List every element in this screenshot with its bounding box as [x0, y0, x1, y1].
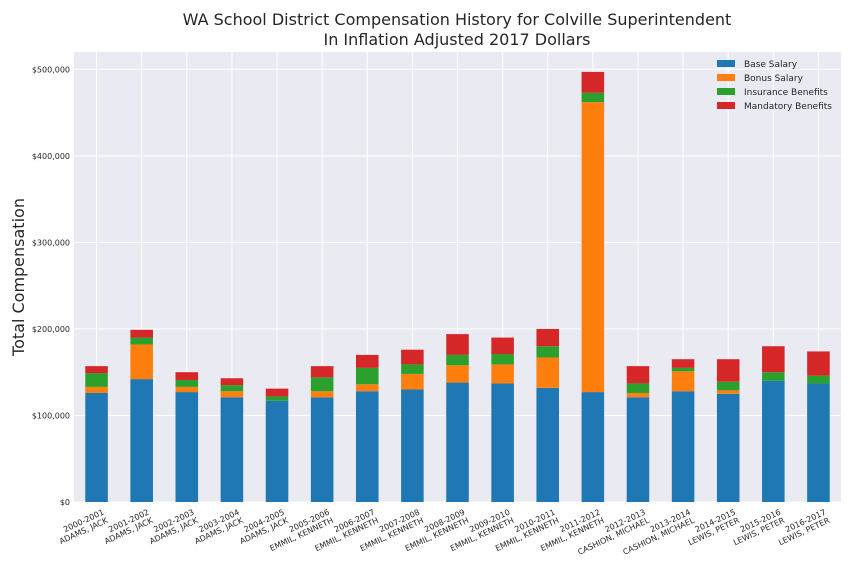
legend-swatch [717, 102, 735, 109]
bar-segment [175, 386, 199, 393]
bar-segment [807, 375, 830, 384]
bar-segment [401, 373, 424, 390]
bar-segment [671, 359, 695, 368]
chart-subtitle: In Inflation Adjusted 2017 Dollars [323, 30, 590, 49]
bar-segment [581, 392, 605, 502]
bar-segment [175, 372, 199, 380]
bar-segment [310, 366, 334, 378]
legend-label: Base Salary [744, 60, 798, 70]
bar-segment [175, 379, 199, 387]
bar-segment [626, 392, 650, 398]
bar-segment [716, 390, 740, 394]
bar-segment [762, 346, 785, 373]
bar-segment [220, 397, 244, 502]
bar-segment [310, 377, 334, 392]
bar-segment [626, 397, 650, 502]
bar-segment [401, 349, 424, 365]
bar-segment [491, 354, 514, 365]
bar-segment [671, 371, 695, 392]
bar-segment [446, 382, 469, 502]
bar-segment [581, 102, 605, 393]
bar-segment [355, 354, 379, 368]
bar-segment [581, 71, 605, 93]
bar-segment [626, 366, 650, 384]
bar-segment [446, 334, 469, 355]
bar-segment [807, 351, 830, 376]
bar-segment [536, 357, 560, 388]
legend-swatch [717, 74, 735, 81]
bar-segment [671, 391, 695, 502]
bar-segment [491, 337, 514, 355]
bar-segment [220, 385, 244, 392]
bars [85, 71, 830, 502]
legend-label: Insurance Benefits [744, 88, 828, 98]
y-tick-label: $0 [60, 498, 70, 507]
bar-segment [536, 346, 560, 358]
bar-segment [716, 359, 740, 382]
bar-segment [265, 388, 289, 397]
bar-segment [491, 364, 514, 384]
bar-segment [220, 378, 244, 386]
bar-segment [355, 391, 379, 502]
bar-segment [85, 373, 108, 387]
bar-segment [716, 381, 740, 391]
bar-segment [130, 379, 153, 502]
bar-segment [536, 387, 560, 502]
bar-segment [762, 372, 785, 381]
bar-segment [446, 365, 469, 383]
bar-segment [807, 383, 830, 502]
bar-segment [85, 366, 108, 374]
bar-segment [310, 397, 334, 502]
bar-segment [626, 383, 650, 393]
bar-segment [401, 389, 424, 502]
bar-segment [130, 329, 153, 338]
bar-segment [130, 344, 153, 380]
legend-swatch [717, 88, 735, 95]
bar-segment [85, 386, 108, 393]
y-tick-label: $100,000 [32, 411, 70, 420]
legend-label: Mandatory Benefits [744, 102, 832, 112]
legend-label: Bonus Salary [744, 74, 804, 84]
bar-segment [671, 367, 695, 372]
bar-segment [762, 380, 785, 502]
legend: Base Salary Bonus Salary Insurance Benefit… [717, 60, 832, 112]
y-tick-labels: $0 $100,000 $200,000 $300,000 $400,000 $500,0… [32, 65, 70, 507]
bar-segment [130, 337, 153, 345]
y-axis-label: Total Compensation [9, 198, 28, 357]
bar-segment [716, 393, 740, 502]
bar-segment [265, 396, 289, 401]
bar-segment [446, 354, 469, 366]
legend-swatch [717, 60, 735, 67]
chart-title: WA School District Compensation History … [183, 10, 732, 29]
bar-segment [581, 92, 605, 103]
y-tick-label: $500,000 [32, 65, 70, 74]
bar-segment [355, 367, 379, 385]
y-tick-label: $400,000 [32, 152, 70, 161]
bar-segment [355, 384, 379, 392]
bar-segment [310, 391, 334, 398]
bar-segment [265, 400, 289, 502]
y-tick-label: $200,000 [32, 325, 70, 334]
bar-segment [536, 328, 560, 347]
bar-segment [491, 383, 514, 502]
bar-segment [401, 364, 424, 374]
bar-segment [220, 391, 244, 398]
bar-segment [85, 392, 108, 502]
y-tick-label: $300,000 [32, 238, 70, 247]
bar-segment [175, 392, 199, 502]
